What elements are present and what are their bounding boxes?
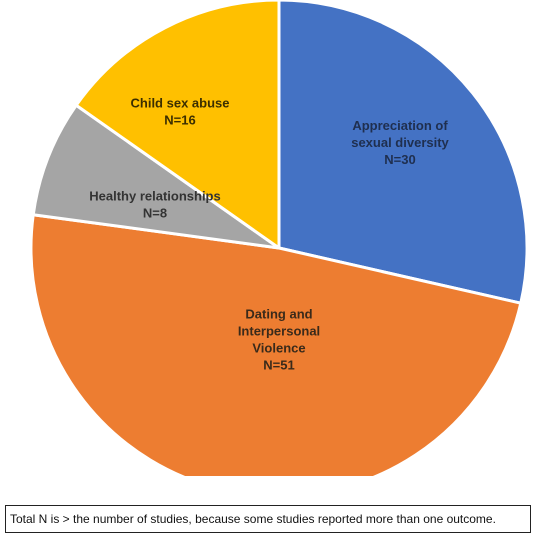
slice-label-line: N=51 xyxy=(263,358,294,373)
slice-label-line: N=16 xyxy=(164,113,195,128)
slice-label-line: Violence xyxy=(252,341,305,356)
slice-label-line: N=8 xyxy=(143,206,167,221)
footnote-text: Total N is > the number of studies, beca… xyxy=(10,512,496,526)
pie-slice xyxy=(31,103,281,250)
slice-label-line: Appreciation of xyxy=(352,118,448,133)
slice-label-line: sexual diversity xyxy=(351,135,449,150)
pie-slice xyxy=(74,0,281,250)
slice-label-line: Child sex abuse xyxy=(131,96,230,111)
slice-label: Appreciation of sexual diversity N=30 xyxy=(351,118,449,167)
slice-label: Child sex abuse N=16 xyxy=(131,96,230,128)
slice-label-line: N=30 xyxy=(384,152,415,167)
footnote: Total N is > the number of studies, beca… xyxy=(5,505,531,533)
pie-chart-svg: Appreciation of sexual diversity N=30 Datin… xyxy=(29,0,529,476)
pie-chart: Appreciation of sexual diversity N=30 Datin… xyxy=(29,0,529,476)
pie-slice xyxy=(277,0,529,305)
slice-label-line: Dating and xyxy=(245,307,312,322)
slice-label: Healthy relationships N=8 xyxy=(89,189,220,221)
slice-label-line: Healthy relationships xyxy=(89,189,220,204)
pie-slice xyxy=(29,213,523,476)
slice-label: Dating and Interpersonal Violence N=51 xyxy=(238,307,320,373)
slice-label-line: Interpersonal xyxy=(238,324,320,339)
